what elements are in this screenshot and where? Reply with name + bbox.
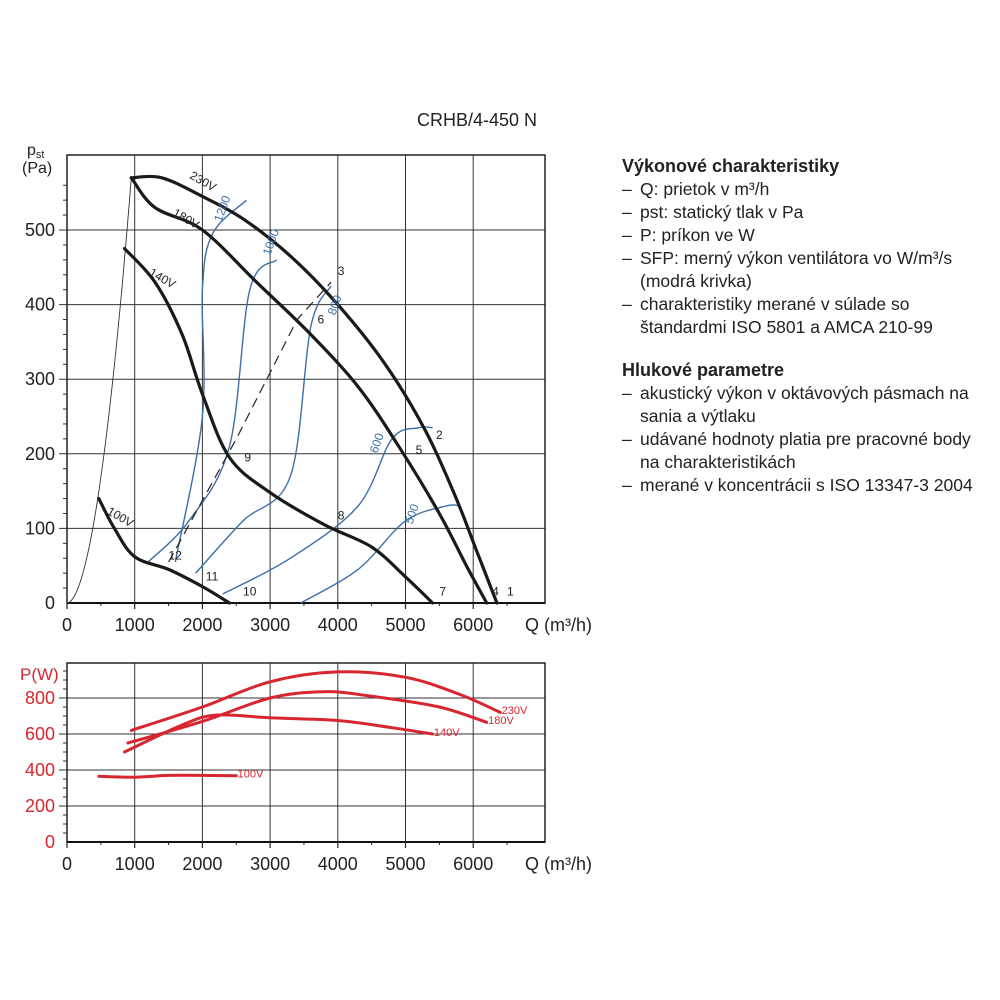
power-curve-140V <box>123 713 435 754</box>
noise-list: akustický výkon v oktávových pásmach na … <box>622 382 992 497</box>
y-tick-label: 800 <box>25 688 55 708</box>
x-tick-label: 5000 <box>385 854 425 874</box>
voltage-curve-label: 140V <box>147 265 178 291</box>
y-tick-label: 600 <box>25 724 55 744</box>
y-tick-label: 0 <box>45 593 55 613</box>
power-curve-label: 230V <box>502 705 528 717</box>
x-tick-label: 2000 <box>182 615 222 635</box>
operating-point-label: 2 <box>436 428 443 442</box>
y-tick-label: 400 <box>25 760 55 780</box>
sfp-curve-1200 <box>174 199 247 563</box>
y-tick-label: 400 <box>25 295 55 315</box>
operating-dashed-line <box>168 281 332 563</box>
y-tick-label: 300 <box>25 369 55 389</box>
operating-point-label: 3 <box>338 264 345 278</box>
operating-point-label: 7 <box>439 585 446 599</box>
operating-point-label: 10 <box>243 585 257 599</box>
performance-item: Q: prietok v m³/h <box>622 178 992 201</box>
power-curve-230V <box>129 670 502 732</box>
x-tick-label: 2000 <box>182 854 222 874</box>
operating-point-label: 5 <box>416 443 423 457</box>
x-tick-label: 0 <box>62 854 72 874</box>
power-curve-label: 140V <box>434 727 460 739</box>
power-curve-label: 180V <box>488 715 514 727</box>
x-tick-label: 6000 <box>453 615 493 635</box>
power-curve-100V <box>97 773 238 779</box>
pressure-curve-180V <box>129 176 489 605</box>
x-axis-label: Q (m³/h) <box>525 854 592 874</box>
pressure-curve-140V <box>122 247 435 605</box>
performance-item: P: príkon ve W <box>622 224 992 247</box>
x-tick-label: 1000 <box>115 615 155 635</box>
performance-item: SFP: merný výkon ventilátora vo W/m³/s (… <box>622 247 992 293</box>
noise-item: akustický výkon v oktávových pásmach na … <box>622 382 992 428</box>
performance-item: pst: statický tlak v Pa <box>622 201 992 224</box>
y-tick-label: 200 <box>25 444 55 464</box>
operating-point-label: 8 <box>338 508 345 522</box>
pressure-curve-100V <box>97 497 232 605</box>
y-axis-label: pst (Pa) <box>22 142 52 177</box>
sfp-curve-label: 500 <box>402 502 422 526</box>
chart-model-title: CRHB/4-450 N <box>417 110 538 130</box>
sfp-curve-600 <box>222 426 433 595</box>
voltage-curve-label: 100V <box>105 504 136 530</box>
x-tick-label: 3000 <box>250 615 290 635</box>
y-tick-label: 500 <box>25 220 55 240</box>
y-tick-label: 200 <box>25 796 55 816</box>
performance-list: Q: prietok v m³/h pst: statický tlak v P… <box>622 178 992 339</box>
x-tick-label: 4000 <box>318 615 358 635</box>
x-tick-label: 0 <box>62 615 72 635</box>
noise-heading: Hlukové parametre <box>622 360 785 380</box>
x-tick-label: 5000 <box>385 615 425 635</box>
operating-point-label: 11 <box>206 570 219 584</box>
sfp-curve-800 <box>195 285 332 574</box>
operating-point-label: 12 <box>169 549 183 563</box>
operating-point-label: 9 <box>244 450 251 464</box>
x-tick-label: 1000 <box>115 854 155 874</box>
performance-item: charakteristiky merané v súlade so štand… <box>622 293 992 339</box>
x-tick-label: 6000 <box>453 854 493 874</box>
operating-point-label: 6 <box>317 312 324 326</box>
sfp-curve-label: 800 <box>325 293 345 317</box>
sfp-curve-500 <box>300 504 460 604</box>
operating-point-label: 4 <box>492 585 499 599</box>
performance-heading: Výkonové charakteristiky <box>622 156 840 176</box>
operating-point-label: 1 <box>507 585 514 599</box>
x-tick-label: 4000 <box>318 854 358 874</box>
noise-item: udávané hodnoty platia pre pracovné body… <box>622 428 992 474</box>
x-tick-label: 3000 <box>250 854 290 874</box>
y-tick-label: 100 <box>25 518 55 538</box>
x-axis-label: Q (m³/h) <box>525 615 592 635</box>
pressure-curve-230V <box>129 174 499 605</box>
noise-item: merané v koncentrácii s ISO 13347-3 2004 <box>622 474 992 497</box>
y-axis-label: P(W) <box>20 665 59 684</box>
power-curve-180V <box>126 690 489 745</box>
system-curve <box>66 177 132 604</box>
y-tick-label: 0 <box>45 832 55 852</box>
sfp-curve-label: 600 <box>367 431 387 455</box>
power-curve-label: 100V <box>238 769 264 781</box>
legend-panel: Výkonové charakteristiky Q: prietok v m³… <box>622 155 992 517</box>
sfp-curve-label: 1200 <box>211 193 233 223</box>
